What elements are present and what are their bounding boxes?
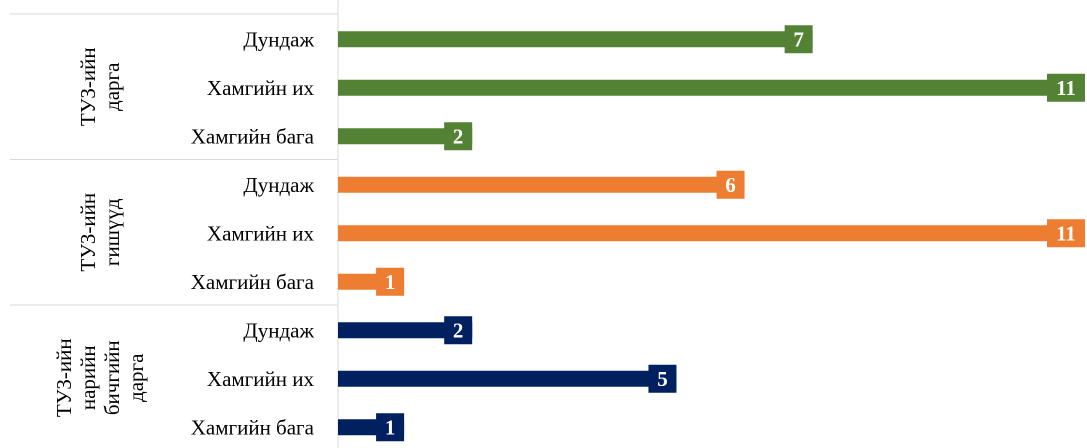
data-label-box [444,122,473,151]
data-label: 5 [657,367,668,391]
data-label-box [1047,219,1085,248]
category-label: Хамгийн их [207,76,315,100]
group-label: ТУЗ-ийндарга [76,47,124,126]
data-label-box [716,170,745,199]
data-label: 11 [1056,76,1076,100]
category-label: Хамгийн бага [191,124,315,148]
data-label: 7 [793,27,804,51]
category-label: Дундаж [243,318,314,342]
category-label: Хамгийн их [207,367,315,391]
category-label: Хамгийн их [207,221,315,245]
category-label: Хамгийн бага [191,270,315,294]
group-label-line: дарга [100,62,124,111]
data-label: 1 [385,415,396,439]
bar [338,176,745,193]
bar [338,322,473,339]
data-label-box [376,413,405,442]
data-label-box [1047,73,1085,102]
data-label-box [444,316,473,345]
data-label: 11 [1056,221,1076,245]
group-label-line: нарийн [76,345,100,410]
group-label: ТУЗ-ийннарийнбичгийндарга [52,338,148,417]
group-label-line: дарга [124,353,148,402]
data-label: 1 [385,270,396,294]
category-label: Дундаж [243,27,314,51]
group-label-line: ТУЗ-ийн [52,338,76,417]
bar [338,370,677,387]
category-label: Дундаж [243,173,314,197]
bar [338,79,1085,96]
data-label: 2 [453,124,464,148]
data-label-box [648,364,677,393]
group-label-line: ТУЗ-ийн [76,47,100,126]
data-label: 6 [725,173,736,197]
group-label-line: бичгийн [100,340,124,415]
data-label-box [376,267,405,296]
data-label: 2 [453,318,464,342]
group-label: ТУЗ-ийнгишүүд [76,193,124,272]
bar [338,225,1085,242]
group-label-line: ТУЗ-ийн [76,193,100,272]
group-label-line: гишүүд [100,198,124,266]
data-label-box [784,25,813,54]
chart-bars [338,25,1085,442]
bar [338,31,813,48]
category-label: Хамгийн бага [191,415,315,439]
bar [338,128,473,145]
